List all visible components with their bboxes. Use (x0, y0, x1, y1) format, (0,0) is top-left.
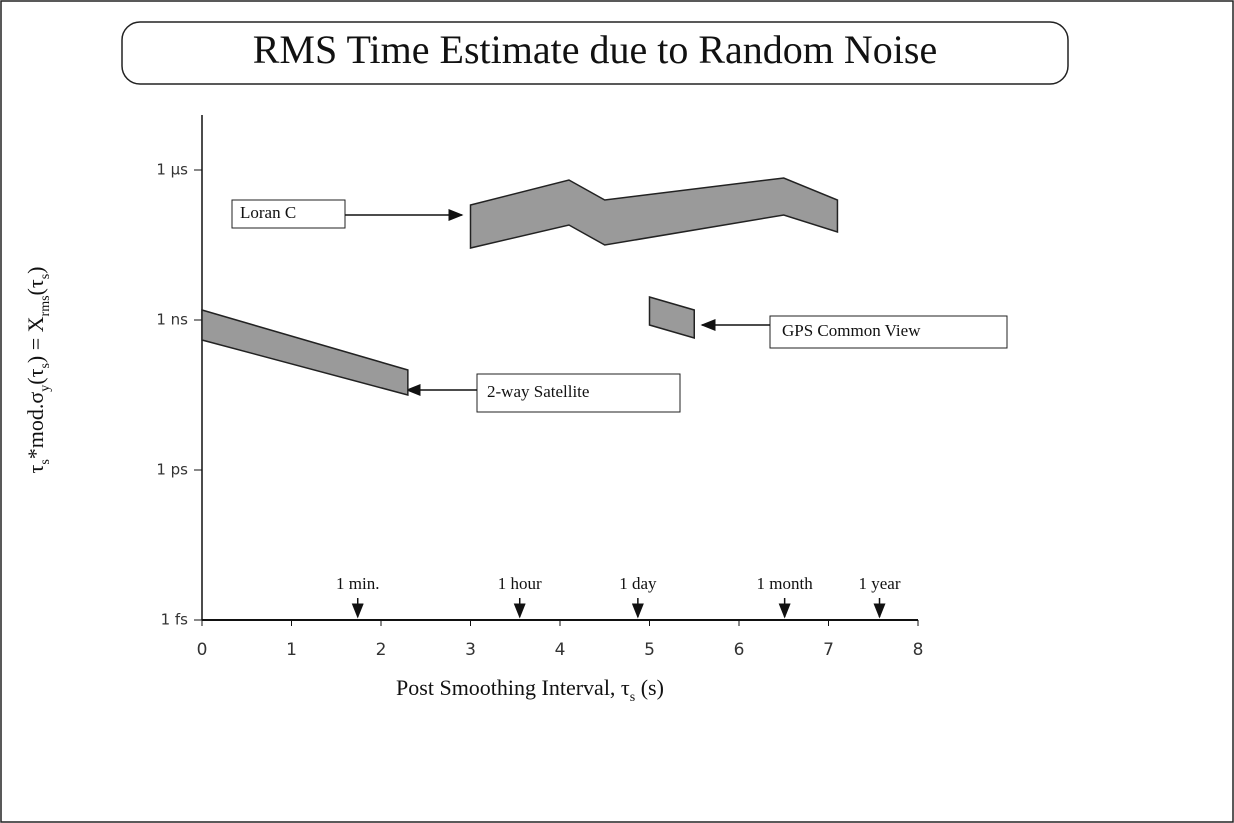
chart-title: RMS Time Estimate due to Random Noise (253, 27, 937, 72)
y-tick-label: 1 µs (156, 161, 188, 179)
band (469, 177, 839, 249)
annotation-box (476, 373, 681, 413)
y-tick-label: 1 ps (156, 461, 188, 479)
y-axis-label-part: (τ (23, 368, 48, 384)
y-axis-label-part: (τ (23, 279, 48, 295)
x-tick-label: 0 (197, 640, 208, 660)
y-axis-label-part: s (38, 363, 53, 368)
annotation: 2-way Satellite (487, 382, 589, 401)
annotation-box (769, 315, 1008, 349)
band (648, 296, 695, 339)
x-axis-label-part: (s) (635, 675, 664, 700)
x-axis-label: Post Smoothing Interval, τs (s) (396, 675, 664, 705)
title-box (121, 21, 1069, 85)
x-axis-label-part: Post Smoothing Interval, τ (396, 675, 630, 700)
annotation: GPS Common View (782, 321, 921, 340)
y-axis-label: τs*mod.σy(τs) = Xrms(τs) (23, 267, 53, 474)
y-axis-label-part: ) (23, 267, 48, 274)
time-marker-label: 1 min. (336, 574, 379, 593)
x-tick-label: 6 (734, 640, 745, 660)
time-marker-label: 1 day (619, 574, 657, 593)
time-marker-label: 1 year (859, 574, 901, 593)
annotation: Loran C (240, 203, 296, 222)
band (201, 309, 409, 396)
y-axis-label-part: s (38, 459, 53, 464)
time-marker-label: 1 hour (498, 574, 542, 593)
x-axis-label-part: s (630, 690, 635, 705)
x-tick-label: 8 (913, 640, 924, 660)
time-marker-label: 1 month (757, 574, 814, 593)
y-tick-label: 1 ns (156, 311, 188, 329)
y-axis-label-part: ) = X (23, 316, 48, 363)
x-tick-label: 5 (644, 640, 655, 660)
x-tick-label: 7 (823, 640, 834, 660)
x-tick-label: 1 (286, 640, 297, 660)
x-tick-label: 4 (555, 640, 566, 660)
x-tick-label: 2 (376, 640, 387, 660)
y-axis-label-part: rms (38, 295, 53, 316)
y-tick-label: 1 fs (161, 611, 189, 629)
x-tick-label: 3 (465, 640, 476, 660)
annotation-box (231, 199, 346, 229)
y-axis-label-part: τ (23, 464, 48, 473)
y-axis-label-part: y (38, 385, 53, 392)
y-axis-label-part: *mod.σ (23, 392, 48, 460)
y-axis-label-part: s (38, 274, 53, 279)
